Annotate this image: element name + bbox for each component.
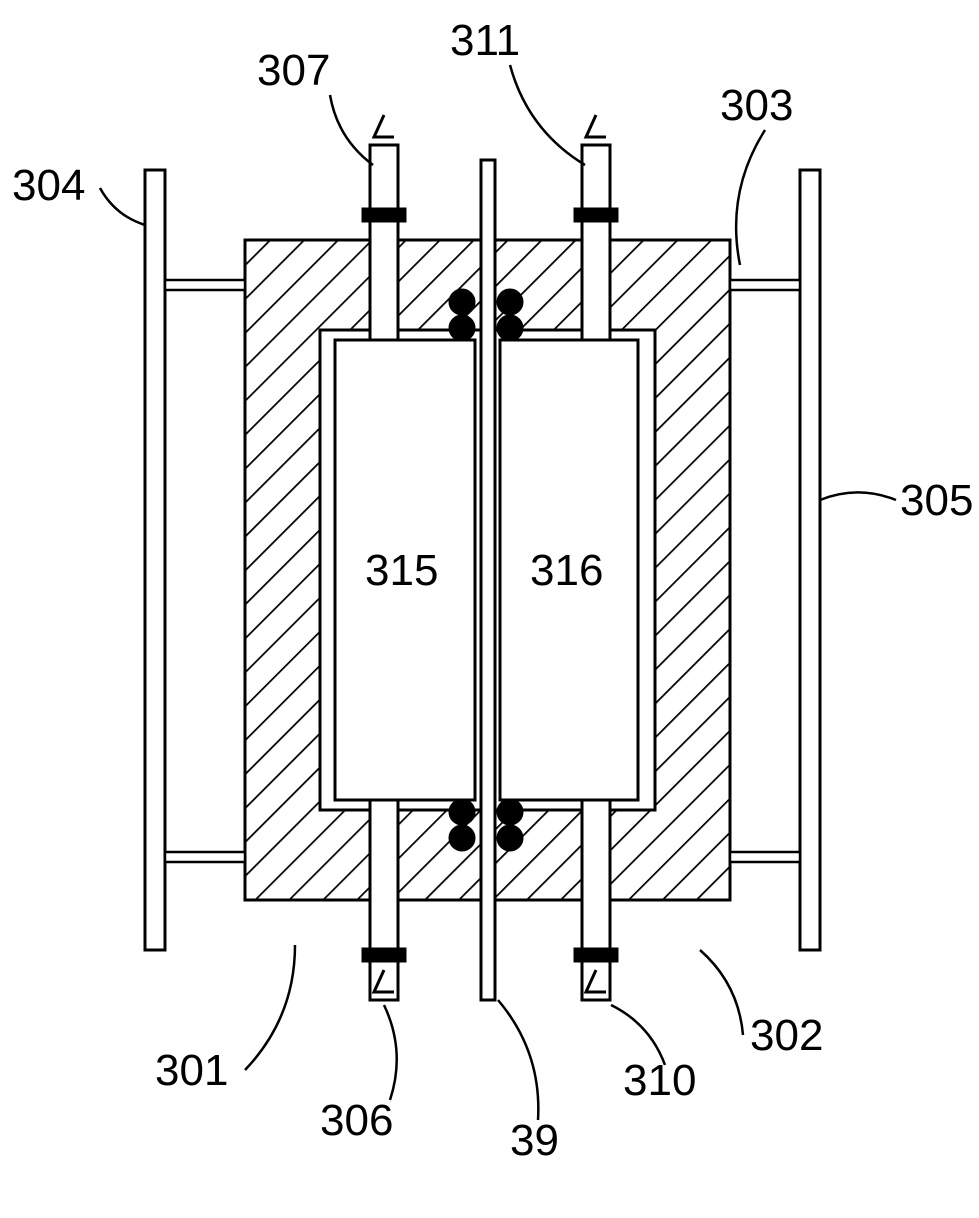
leader-305 [820,492,896,500]
connector-pin [730,852,800,862]
leader-302 [700,950,743,1035]
chamber-label-316: 316 [530,546,603,595]
bearing [449,825,475,851]
label-306: 306 [320,1096,393,1145]
collar-310 [574,948,618,962]
label-304: 304 [12,161,85,210]
connector-pin [165,280,245,290]
leader-311 [510,65,585,165]
flow-arrow [374,115,394,137]
label-305: 305 [900,476,973,525]
label-301: 301 [155,1046,228,1095]
bearing [497,289,523,315]
bearing [449,289,475,315]
bearing [449,315,475,341]
leader-39 [498,1000,538,1120]
bearing [497,825,523,851]
collar-306 [362,948,406,962]
leader-303 [736,130,765,265]
collar-311 [574,208,618,222]
leader-307 [330,95,373,165]
divider-plate-39 [481,160,495,1000]
leader-301 [245,945,295,1070]
connector-pin [730,280,800,290]
label-39: 39 [510,1116,559,1165]
flow-arrow [586,115,606,137]
bearing [497,799,523,825]
leader-304 [100,188,145,225]
tube-307 [370,145,398,340]
label-302: 302 [750,1011,823,1060]
engineering-diagram: 315 316 304 307 311 303 305 302 310 301 306 39 [0,0,979,1218]
side-bar-right [800,170,820,950]
bearing [449,799,475,825]
chamber-label-315: 315 [365,546,438,595]
label-307: 307 [257,46,330,95]
label-311: 311 [450,16,520,65]
collar-307 [362,208,406,222]
bearing [497,315,523,341]
connector-pin [165,852,245,862]
label-303: 303 [720,81,793,130]
side-bar-left [145,170,165,950]
tube-311 [582,145,610,340]
leader-306 [384,1005,397,1100]
label-310: 310 [623,1056,696,1105]
